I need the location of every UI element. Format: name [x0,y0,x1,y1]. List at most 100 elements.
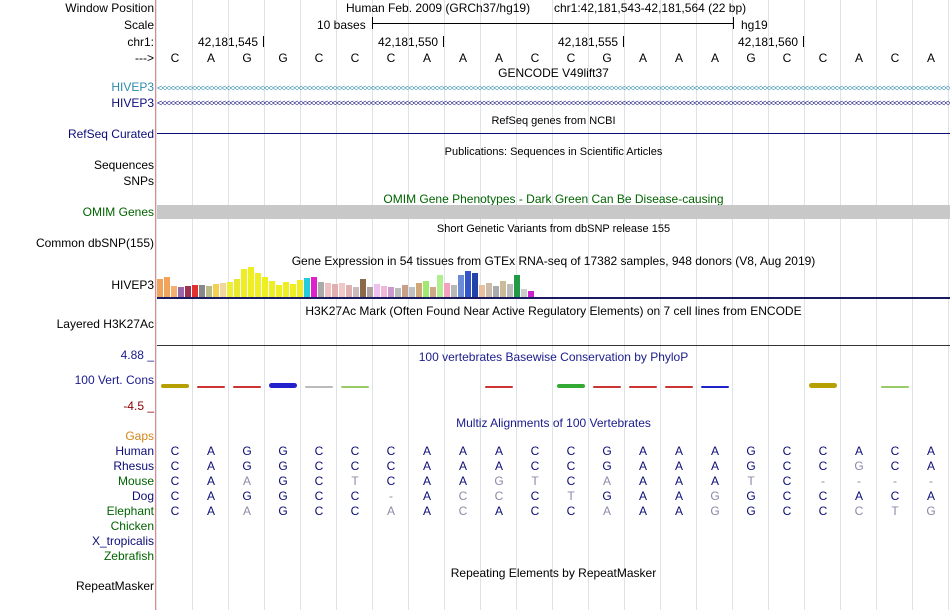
alignment-base: C [818,459,828,473]
gtex-tissue-bar[interactable] [318,282,324,297]
gtex-tissue-bar[interactable] [521,289,527,297]
gtex-tissue-bar[interactable] [199,285,205,297]
gtex-tissue-bar[interactable] [164,277,170,297]
gencode-transcript-1[interactable]: <<<<<<<<<<<<<<<<<<<<<<<<<<<<<<<<<<<<<<<<… [157,84,950,92]
gridline [840,0,841,610]
gtex-gene-line[interactable] [157,297,950,299]
phylop-track[interactable] [157,362,950,408]
label-gencode-1[interactable]: HIVEP3 [111,80,154,94]
gtex-tissue-bar[interactable] [269,281,275,297]
refseq-gene-line[interactable] [157,133,950,134]
gtex-tissue-bar[interactable] [395,288,401,297]
label-omim[interactable]: OMIM Genes [82,205,154,219]
gtex-tissue-bar[interactable] [248,267,254,297]
alignment-base: C [494,489,504,503]
gtex-tissue-bar[interactable] [486,283,492,297]
label-species-xtropicalis[interactable]: X_tropicalis [91,534,154,548]
gtex-tissue-bar[interactable] [227,282,233,297]
gridline [588,0,589,610]
gtex-tissue-bar[interactable] [423,281,429,297]
gtex-tissue-bar[interactable] [451,285,457,297]
gtex-tissue-bar[interactable] [311,277,317,297]
ruler-base: C [890,51,900,65]
gtex-tissue-bar[interactable] [507,284,513,297]
gtex-tissue-bar[interactable] [178,287,184,297]
alignment-base: G [854,459,864,473]
gtex-tissue-bar[interactable] [353,287,359,297]
label-snps[interactable]: SNPs [123,174,154,188]
label-dbsnp[interactable]: Common dbSNP(155) [35,236,154,250]
gtex-tissue-bar[interactable] [472,273,478,297]
gtex-tissue-bar[interactable] [437,275,443,297]
gtex-tissue-bar[interactable] [514,275,520,297]
gtex-tissue-bar[interactable] [465,271,471,297]
label-species-zebrafish[interactable]: Zebrafish [103,549,154,563]
coord-tick [623,36,624,47]
gencode-transcript-2[interactable]: <<<<<<<<<<<<<<<<<<<<<<<<<<<<<<<<<<<<<<<<… [157,99,950,107]
gtex-tissue-bar[interactable] [283,282,289,297]
label-species-rhesus[interactable]: Rhesus [113,459,154,473]
label-gtex[interactable]: HIVEP3 [111,278,154,292]
label-sequences[interactable]: Sequences [93,158,154,172]
gtex-tissue-bar[interactable] [304,278,310,297]
gtex-tissue-bar[interactable] [479,285,485,297]
gtex-tissue-bar[interactable] [493,286,499,297]
alignment-base: C [458,489,468,503]
gtex-tissue-bar[interactable] [185,286,191,297]
gtex-tissue-bar[interactable] [206,286,212,297]
gtex-tissue-bar[interactable] [220,283,226,297]
phylop-score-mark [233,386,261,388]
label-species-chicken[interactable]: Chicken [110,519,154,533]
alignment-base: A [242,474,251,488]
gtex-tissue-bar[interactable] [171,286,177,297]
gtex-tissue-bar[interactable] [290,284,296,297]
gtex-tissue-bar[interactable] [234,279,240,297]
gtex-tissue-bar[interactable] [297,280,303,297]
alignment-base: G [278,474,288,488]
gtex-tissue-bar[interactable] [332,284,338,297]
label-phylop[interactable]: 100 Vert. Cons [74,373,154,387]
gtex-tissue-bar[interactable] [262,277,268,297]
label-repeatmasker[interactable]: RepeatMasker [75,579,154,593]
gtex-tissue-bar[interactable] [374,284,380,297]
gtex-tissue-bar[interactable] [325,283,331,297]
gtex-tissue-bar[interactable] [381,286,387,297]
gtex-tissue-bar[interactable] [360,279,366,297]
label-h3k27ac[interactable]: Layered H3K27Ac [56,317,154,331]
label-species-dog[interactable]: Dog [131,489,154,503]
label-species-elephant[interactable]: Elephant [106,504,154,518]
gtex-tissue-bar[interactable] [339,283,345,297]
gtex-tissue-bar[interactable] [430,287,436,297]
gtex-tissue-bar[interactable] [444,283,450,297]
alignment-base: A [674,474,683,488]
gtex-bar-chart[interactable] [157,262,537,297]
gtex-tissue-bar[interactable] [416,283,422,297]
gtex-tissue-bar[interactable] [213,284,219,297]
gtex-tissue-bar[interactable] [409,287,415,297]
gtex-tissue-bar[interactable] [157,279,163,297]
alignment-base: G [746,459,756,473]
gtex-tissue-bar[interactable] [388,287,394,297]
gtex-tissue-bar[interactable] [241,269,247,297]
label-gaps[interactable]: Gaps [125,429,154,443]
label-gencode-2[interactable]: HIVEP3 [111,96,154,110]
gtex-tissue-bar[interactable] [528,291,534,297]
gtex-tissue-bar[interactable] [402,285,408,297]
omim-gene-bar[interactable] [157,205,950,219]
gtex-tissue-bar[interactable] [367,287,373,297]
gtex-tissue-bar[interactable] [458,275,464,297]
gridline [552,0,553,610]
gtex-tissue-bar[interactable] [500,281,506,297]
label-refseq[interactable]: RefSeq Curated [67,127,154,141]
gridline [156,0,157,610]
ruler-base: A [422,51,431,65]
gtex-tissue-bar[interactable] [276,285,282,297]
alignment-base: C [782,504,792,518]
ruler-base: G [746,51,756,65]
gtex-tissue-bar[interactable] [192,285,198,297]
alignment-base: T [891,504,899,518]
label-species-human[interactable]: Human [115,444,154,458]
gtex-tissue-bar[interactable] [346,285,352,297]
label-species-mouse[interactable]: Mouse [117,474,154,488]
gtex-tissue-bar[interactable] [255,273,261,297]
